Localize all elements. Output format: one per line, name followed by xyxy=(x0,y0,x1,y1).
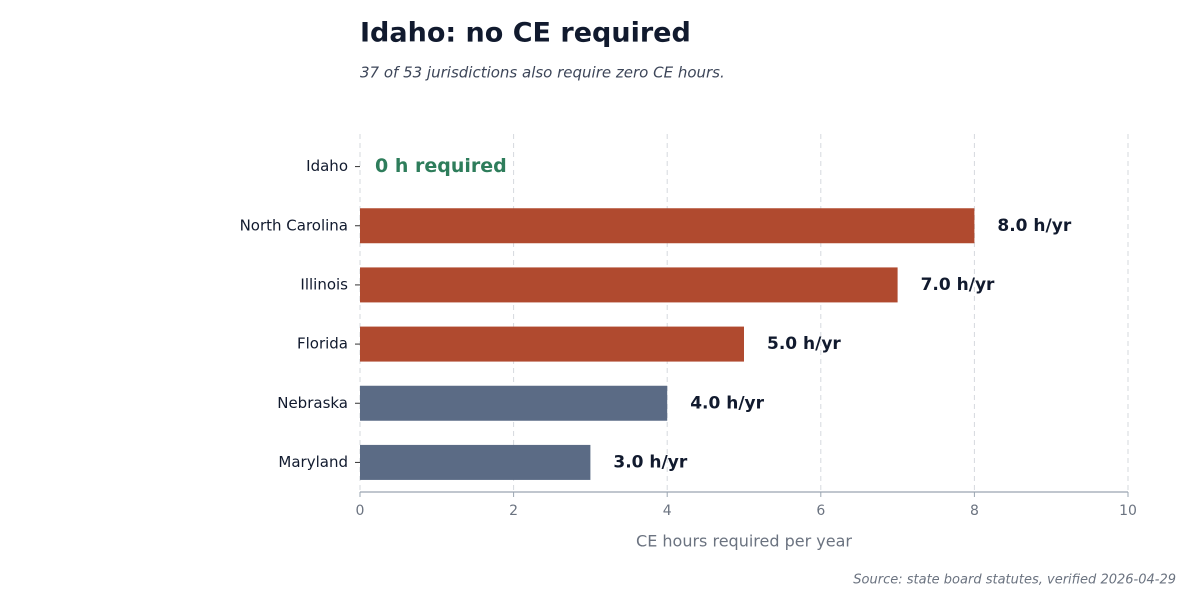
x-tick-label: 8 xyxy=(970,503,979,519)
chart-title: Idaho: no CE required xyxy=(360,18,691,49)
y-tick-label: Maryland xyxy=(278,453,348,471)
value-label: 8.0 h/yr xyxy=(997,216,1071,236)
x-tick-label: 0 xyxy=(356,503,365,519)
value-label: 7.0 h/yr xyxy=(921,275,995,295)
x-tick-label: 6 xyxy=(816,503,825,519)
chart-subtitle: 37 of 53 jurisdictions also require zero… xyxy=(360,64,725,82)
source-note: Source: state board statutes, verified 2… xyxy=(853,573,1176,588)
x-tick-label: 10 xyxy=(1119,503,1137,519)
y-tick-label: Illinois xyxy=(300,275,348,293)
y-tick-label: Florida xyxy=(297,335,348,353)
bar xyxy=(360,444,591,480)
bar xyxy=(360,267,898,303)
bar xyxy=(360,385,668,421)
x-tick-label: 4 xyxy=(663,503,672,519)
x-tick-label: 2 xyxy=(509,503,518,519)
y-tick-label: North Carolina xyxy=(240,216,348,234)
bar xyxy=(360,208,975,244)
value-label: 3.0 h/yr xyxy=(613,452,687,472)
value-label: 0 h required xyxy=(375,155,507,177)
value-label: 4.0 h/yr xyxy=(690,393,764,413)
y-tick-label: Idaho xyxy=(306,157,348,175)
value-label: 5.0 h/yr xyxy=(767,334,841,354)
y-tick-label: Nebraska xyxy=(277,394,348,412)
x-axis-label: CE hours required per year xyxy=(636,532,852,551)
bar xyxy=(360,326,744,362)
